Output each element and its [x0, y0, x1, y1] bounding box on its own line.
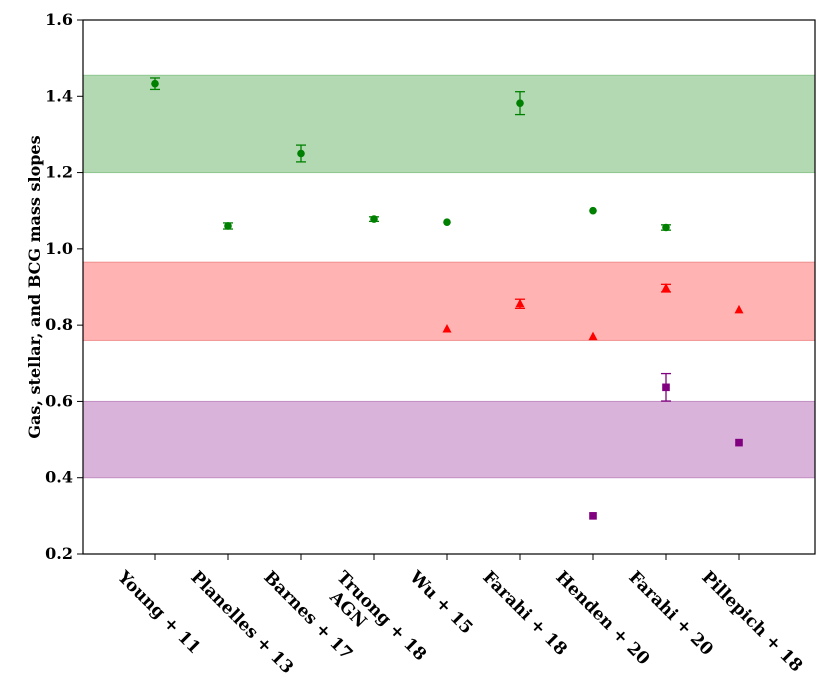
point-bcg: [589, 512, 597, 520]
point-stellar: [588, 331, 598, 341]
point-stellar: [734, 304, 744, 314]
point-gas: [297, 149, 305, 158]
plot-frame: [82, 19, 816, 555]
point-gas: [224, 222, 232, 230]
point-gas: [662, 223, 670, 232]
point-bcg: [735, 438, 743, 447]
y-tick-label: 0.6: [45, 391, 73, 410]
y-tick-label: 0.4: [45, 468, 73, 487]
point-stellar: [661, 283, 671, 292]
bands-layer: [82, 74, 816, 479]
x-category-label: Wu + 15: [405, 567, 477, 639]
point-gas: [151, 79, 159, 88]
y-tick-label: 0.2: [45, 544, 73, 563]
band-stellar: [82, 261, 816, 341]
point-stellar: [515, 298, 525, 308]
point-stellar: [442, 323, 452, 333]
points-layer: [150, 77, 744, 520]
point-bcg: [662, 383, 670, 392]
point-gas: [443, 218, 451, 226]
point-gas: [589, 206, 597, 215]
ticks-layer: 0.2 0.4 0.6 0.8 1.0 1.2 1.4 1.6: [45, 10, 740, 563]
y-tick-label: 1.0: [45, 239, 73, 258]
y-tick-label: 0.8: [45, 315, 73, 334]
y-tick-label: 1.2: [45, 163, 73, 182]
y-axis-title: Gas, stellar, and BCG mass slopes: [25, 135, 44, 438]
point-gas: [516, 99, 524, 107]
y-tick-label: 1.6: [45, 10, 73, 29]
x-category-label: Pillepich + 18: [697, 567, 806, 676]
point-gas: [370, 215, 378, 223]
y-tick-label: 1.4: [45, 86, 73, 105]
band-gas: [82, 74, 816, 174]
band-bcg: [82, 400, 816, 479]
